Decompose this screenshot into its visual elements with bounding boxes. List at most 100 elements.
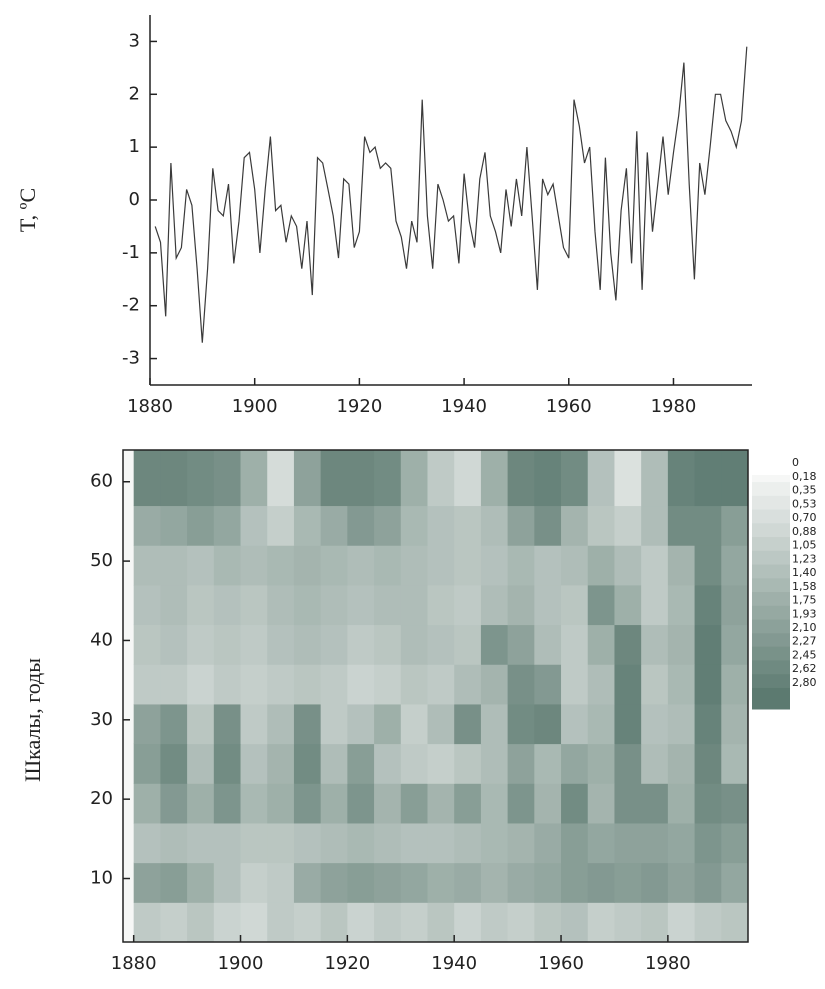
y-tick-label: 50 bbox=[90, 550, 113, 571]
heat-cell bbox=[694, 902, 722, 943]
heat-cell bbox=[614, 902, 642, 943]
heat-cell bbox=[507, 545, 535, 586]
heat-cell bbox=[721, 822, 749, 864]
heat-cell bbox=[187, 703, 215, 745]
heat-cell bbox=[133, 545, 161, 586]
heat-cell bbox=[641, 822, 669, 864]
colorbar-swatch bbox=[752, 482, 790, 497]
heat-cell bbox=[320, 743, 348, 784]
heat-cell bbox=[534, 664, 562, 705]
heat-cell bbox=[667, 902, 696, 943]
heat-cell bbox=[561, 505, 589, 546]
heat-cell bbox=[454, 783, 482, 824]
heat-cell bbox=[614, 703, 642, 745]
heat-cell bbox=[427, 743, 455, 784]
heat-cell bbox=[133, 743, 161, 784]
heat-cell bbox=[320, 505, 348, 546]
heat-cell bbox=[320, 624, 348, 665]
heat-cell bbox=[614, 743, 642, 784]
heat-cell bbox=[347, 584, 375, 626]
heat-cell bbox=[614, 545, 642, 586]
y-axis-label: Шкалы, годы bbox=[20, 658, 45, 782]
heat-cell bbox=[694, 743, 722, 784]
heat-cell bbox=[721, 545, 749, 586]
heat-cell bbox=[667, 862, 696, 903]
heat-cell bbox=[454, 545, 482, 586]
heat-cell bbox=[667, 505, 696, 546]
heat-cell bbox=[133, 450, 161, 507]
heat-cell bbox=[374, 783, 402, 824]
y-tick-label: 60 bbox=[90, 471, 113, 492]
heat-cell bbox=[374, 703, 402, 745]
plot-frame bbox=[122, 449, 749, 943]
heat-cell bbox=[507, 624, 535, 665]
heat-cell bbox=[347, 783, 375, 824]
x-tick-label: 1900 bbox=[218, 953, 264, 974]
heat-cell bbox=[187, 450, 215, 507]
x-tick-label: 1940 bbox=[431, 953, 477, 974]
heat-cell bbox=[347, 545, 375, 586]
heat-cell bbox=[694, 450, 722, 507]
heat-cell bbox=[721, 584, 749, 626]
heat-cell bbox=[641, 862, 669, 903]
heat-cell bbox=[721, 743, 749, 784]
heat-cell bbox=[667, 703, 696, 745]
heat-cell bbox=[694, 664, 722, 705]
heat-cell bbox=[267, 545, 295, 586]
heat-cell bbox=[507, 664, 535, 705]
heat-cell bbox=[454, 902, 482, 943]
colorbar-label: 1,93 bbox=[792, 608, 817, 621]
heat-cell bbox=[133, 703, 161, 745]
y-tick-label: 30 bbox=[90, 709, 113, 730]
heat-cell bbox=[561, 584, 589, 626]
heat-cell bbox=[400, 743, 428, 784]
heat-cell bbox=[480, 624, 509, 665]
heat-cell bbox=[721, 624, 749, 665]
heat-cell bbox=[534, 862, 562, 903]
y-tick-label: 1 bbox=[129, 136, 140, 157]
heat-cell bbox=[187, 902, 215, 943]
heat-cell bbox=[534, 545, 562, 586]
y-tick-label: -1 bbox=[122, 242, 140, 263]
heat-cell bbox=[454, 505, 482, 546]
heat-cell bbox=[534, 584, 562, 626]
heat-cell bbox=[480, 783, 509, 824]
y-tick-label: -3 bbox=[122, 348, 140, 369]
heat-cell bbox=[534, 450, 562, 507]
heat-cell bbox=[267, 743, 295, 784]
x-tick-label: 1940 bbox=[441, 396, 487, 417]
heat-cell bbox=[160, 862, 188, 903]
heat-cell bbox=[641, 624, 669, 665]
heat-cell bbox=[641, 902, 669, 943]
heat-cell bbox=[374, 862, 402, 903]
heat-cell bbox=[507, 505, 535, 546]
heat-cell bbox=[133, 902, 161, 943]
heat-cell bbox=[400, 545, 428, 586]
heat-cell bbox=[721, 703, 749, 745]
heat-cell bbox=[694, 783, 722, 824]
heat-cell bbox=[400, 450, 428, 507]
heat-cell bbox=[694, 545, 722, 586]
colorbar-swatch bbox=[752, 619, 790, 634]
heat-cell bbox=[667, 584, 696, 626]
heat-cell bbox=[587, 743, 615, 784]
temperature-line bbox=[154, 46, 748, 343]
heat-cell bbox=[561, 703, 589, 745]
heat-cell bbox=[480, 584, 509, 626]
heat-cell bbox=[454, 862, 482, 903]
heat-cell bbox=[213, 703, 242, 745]
colorbar-swatch bbox=[752, 509, 790, 524]
x-tick-label: 1920 bbox=[324, 953, 370, 974]
colorbar-swatch bbox=[752, 475, 790, 483]
heat-cell bbox=[240, 450, 268, 507]
heat-cell bbox=[480, 703, 509, 745]
heat-cell bbox=[160, 584, 188, 626]
heat-cell bbox=[561, 664, 589, 705]
heat-cell bbox=[160, 703, 188, 745]
heat-cell bbox=[267, 703, 295, 745]
heat-cell bbox=[320, 584, 348, 626]
heat-cell bbox=[507, 584, 535, 626]
colorbar-swatch bbox=[752, 578, 790, 593]
heat-cell bbox=[667, 822, 696, 864]
heat-cell bbox=[507, 862, 535, 903]
